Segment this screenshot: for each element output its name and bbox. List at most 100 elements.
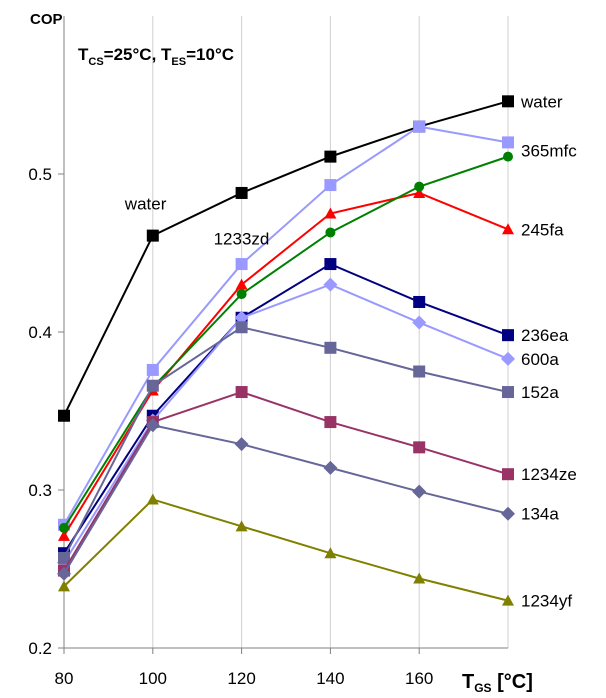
- marker-134a-180: [501, 506, 515, 521]
- marker-245fa-140: [324, 207, 337, 219]
- condition-t2-val: =10°C: [186, 45, 234, 64]
- series-label-600a: 600a: [521, 350, 559, 369]
- series-134a: [57, 418, 515, 581]
- y-tick-label-0.3: 0.3: [28, 481, 52, 500]
- x-tick-label-100: 100: [139, 669, 167, 688]
- marker-1234ze-160: [413, 441, 426, 454]
- marker-152a-100: [146, 379, 159, 392]
- x-tick-label-80: 80: [55, 669, 74, 688]
- marker-1233zd-180: [502, 136, 514, 149]
- marker-134a-100: [145, 418, 160, 433]
- series-line-water: [63, 100, 509, 417]
- marker-1233zd-100: [146, 363, 159, 376]
- marker-600a-160: [412, 315, 427, 330]
- series-label-134a: 134a: [521, 505, 559, 524]
- marker-134a-120: [234, 437, 249, 452]
- marker-1234ze-180: [502, 468, 514, 481]
- series-245fa: [58, 186, 514, 541]
- series-labels: water 245fa 365mfc 236ea 600a 152a 1234ze 134a 1…: [520, 92, 577, 610]
- series-line-600a: [63, 283, 509, 564]
- series-label-water: water: [520, 92, 563, 111]
- x-axis-label-unit: [°C]: [492, 671, 533, 693]
- marker-600a-180: [501, 351, 515, 366]
- marker-245fa-160: [413, 186, 426, 198]
- series-line-245fa: [63, 191, 509, 537]
- marker-245fa-180: [502, 223, 514, 235]
- annotation-water: water: [124, 195, 167, 214]
- series-1234ze: [58, 386, 514, 577]
- marker-water-140: [324, 150, 337, 163]
- marker-1233zd-120: [235, 258, 248, 271]
- marker-134a-160: [412, 484, 427, 499]
- marker-365mfc-140: [325, 227, 336, 238]
- marker-1234yf-160: [413, 572, 426, 584]
- x-tick-label-140: 140: [316, 669, 344, 688]
- marker-water-180: [502, 95, 514, 108]
- marker-245fa-120: [235, 278, 248, 290]
- x-axis-label-sub: GS: [474, 681, 491, 695]
- condition-t2: T: [161, 45, 172, 64]
- condition-t1-val: =25°C,: [104, 45, 161, 64]
- plot-area: [57, 95, 515, 606]
- series-line-1233zd: [63, 125, 509, 526]
- series-label-1234yf: 1234yf: [521, 592, 572, 611]
- x-tick-label-120: 120: [227, 669, 255, 688]
- condition-t1-sub: CS: [88, 56, 103, 68]
- series-label-1234ze: 1234ze: [521, 465, 577, 484]
- annotation-1233zd: 1233zd: [214, 229, 270, 248]
- marker-152a-180: [502, 386, 514, 399]
- marker-600a-140: [323, 277, 338, 292]
- marker-1234ze-140: [324, 416, 337, 429]
- marker-1234yf-100: [146, 493, 159, 505]
- series-water: [58, 95, 514, 422]
- condition-t2-sub: ES: [171, 56, 186, 68]
- marker-134a-140: [323, 460, 338, 475]
- marker-water-80: [58, 409, 70, 422]
- marker-152a-160: [413, 365, 426, 378]
- marker-1234yf-140: [324, 547, 337, 559]
- marker-water-100: [146, 229, 159, 242]
- x-tick-label-160: 160: [405, 669, 433, 688]
- marker-134a-80: [57, 566, 71, 581]
- x-axis-label-main: T: [462, 671, 474, 693]
- marker-1234yf-80: [58, 580, 70, 592]
- series-line-1234yf: [63, 498, 509, 602]
- y-tick-label-0.2: 0.2: [28, 639, 52, 658]
- marker-1234yf-120: [235, 520, 248, 532]
- marker-365mfc-80: [59, 522, 69, 533]
- y-tick-label-0.5: 0.5: [28, 165, 52, 184]
- marker-152a-120: [235, 321, 248, 334]
- series-line-1234ze: [63, 390, 509, 572]
- marker-365mfc-180: [503, 151, 513, 162]
- series-152a: [58, 321, 514, 564]
- y-tick-label-0.4: 0.4: [28, 323, 52, 342]
- tick-labels: 0.2 0.3 0.4 0.5 80 100 120 140 160: [28, 165, 433, 688]
- condition-label: TCS=25°C, TES=10°C: [78, 45, 234, 68]
- marker-152a-140: [324, 341, 337, 354]
- series-label-365mfc: 365mfc: [521, 141, 577, 160]
- marker-245fa-80: [58, 529, 70, 541]
- x-axis-label: TGS [°C]: [462, 671, 533, 695]
- annotations: water 1233zd: [124, 195, 270, 249]
- series-line-365mfc: [63, 155, 509, 529]
- condition-t1: T: [78, 45, 89, 64]
- series-line-236ea: [63, 262, 509, 554]
- series-label-245fa: 245fa: [521, 220, 564, 239]
- series-236ea: [58, 258, 514, 560]
- series-line-152a: [63, 326, 509, 559]
- axes: [58, 16, 508, 654]
- series-label-236ea: 236ea: [521, 326, 569, 345]
- series-1234yf: [58, 493, 514, 606]
- series-label-152a: 152a: [521, 383, 559, 402]
- marker-236ea-160: [413, 295, 426, 308]
- marker-1234ze-120: [235, 386, 248, 399]
- marker-1234yf-180: [502, 594, 514, 606]
- marker-152a-80: [58, 551, 70, 564]
- y-axis-label: COP: [30, 11, 63, 28]
- marker-236ea-180: [502, 329, 514, 342]
- marker-water-120: [235, 186, 248, 199]
- series-line-134a: [63, 424, 509, 575]
- marker-1233zd-140: [324, 179, 337, 192]
- marker-236ea-140: [324, 258, 337, 271]
